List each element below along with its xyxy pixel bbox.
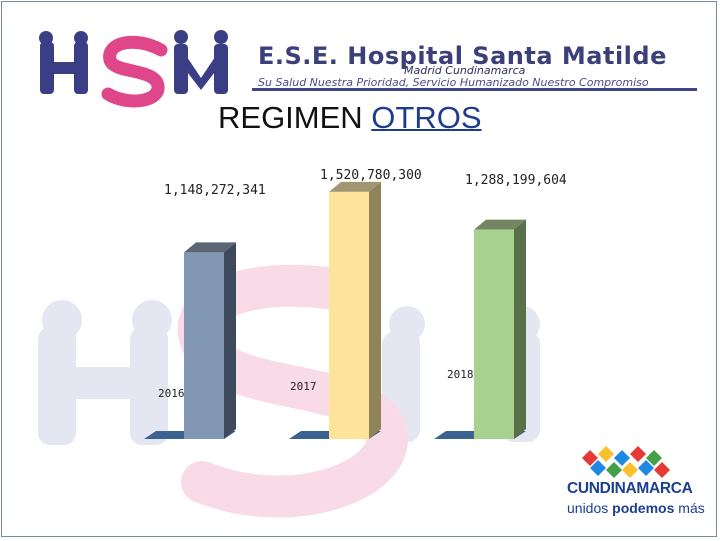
page-title: REGIMEN OTROS <box>218 100 482 136</box>
category-label-2018: 2018 <box>447 368 474 381</box>
data-label-2017: 1,520,780,300 <box>320 168 422 183</box>
org-motto: Su Salud Nuestra Prioridad, Servicio Hum… <box>258 76 649 89</box>
cundinamarca-logo <box>582 446 670 478</box>
data-label-2016: 1,148,272,341 <box>164 183 266 198</box>
bar-2018 <box>474 229 514 439</box>
bar-top-2017 <box>329 181 381 192</box>
cundinamarca-brand: CUNDINAMARCA <box>567 480 693 497</box>
bar-2017 <box>329 191 369 439</box>
category-label-2017: 2017 <box>290 380 317 393</box>
title-prefix: REGIMEN <box>218 100 372 135</box>
title-highlight: OTROS <box>371 100 482 135</box>
bar-side-2017 <box>369 181 381 439</box>
header-divider <box>252 88 697 91</box>
bar-side-2016 <box>224 242 236 439</box>
bar-top-2018 <box>474 219 526 230</box>
category-label-2016: 2016 <box>158 387 185 400</box>
bar-side-2018 <box>514 219 526 439</box>
org-name: E.S.E. Hospital Santa Matilde <box>258 42 667 70</box>
data-label-2018: 1,288,199,604 <box>465 173 567 188</box>
cundinamarca-slogan: unidos podemos más <box>567 500 705 516</box>
hsm-logo <box>39 30 228 108</box>
bar-2016 <box>184 252 224 439</box>
org-location: Madrid Cundinamarca <box>404 64 526 77</box>
bar-top-2016 <box>184 242 236 253</box>
